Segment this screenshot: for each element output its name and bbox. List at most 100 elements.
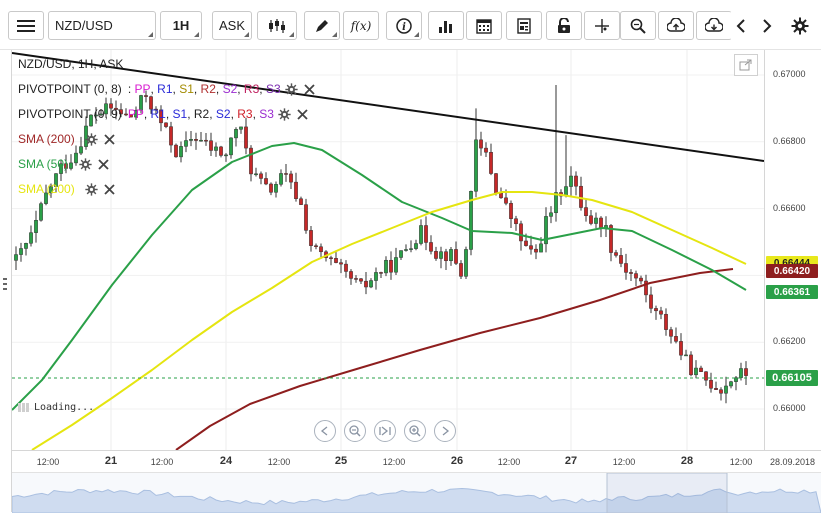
reset-view-button[interactable]: [374, 420, 396, 442]
navigator-area: [11, 472, 821, 514]
loading-bars-icon: [18, 403, 30, 412]
legend-component: S1: [179, 82, 194, 96]
expand-chart-button[interactable]: [734, 54, 758, 76]
cloud-upload-icon: [667, 17, 685, 32]
news-button[interactable]: [506, 11, 542, 40]
candlestick: [714, 381, 718, 390]
timeframe-selector[interactable]: 1H: [160, 11, 202, 40]
price-axis-label: 0.66200: [773, 336, 806, 347]
settings-button[interactable]: [788, 11, 812, 40]
legend-component: ,: [237, 82, 244, 96]
info-button[interactable]: i: [386, 11, 422, 40]
remove-indicator-icon[interactable]: [96, 158, 110, 172]
chart-navigator[interactable]: [11, 472, 821, 514]
candlestick: [239, 126, 243, 134]
remove-indicator-icon[interactable]: [296, 108, 310, 122]
candlestick: [494, 173, 498, 196]
download-button[interactable]: [696, 11, 732, 40]
left-margin: [0, 50, 12, 512]
candlestick: [529, 235, 533, 255]
candlestick: [584, 199, 588, 222]
scroll-forward-button[interactable]: [434, 420, 456, 442]
upload-button[interactable]: [658, 11, 694, 40]
legend-indicator-name[interactable]: PIVOTPOINT (0, 9): [18, 107, 122, 121]
candlestick: [44, 184, 48, 206]
settings-gear-icon[interactable]: [85, 183, 99, 197]
chart-type-button[interactable]: [257, 11, 297, 40]
resize-handle-icon[interactable]: [3, 278, 7, 290]
volume-button[interactable]: [428, 11, 464, 40]
indicator-legend: NZD/USD, 1H, ASK PIVOTPOINT (0, 8): PP, …: [18, 52, 317, 202]
settings-gear-icon[interactable]: [285, 83, 299, 97]
calendar-button[interactable]: [466, 11, 502, 40]
candlestick: [649, 286, 653, 314]
candlestick: [669, 326, 673, 344]
candlestick: [394, 247, 398, 275]
settings-gear-icon[interactable]: [85, 133, 99, 147]
candlestick: [354, 275, 358, 283]
candlestick: [254, 167, 258, 177]
candlestick: [349, 269, 353, 285]
settings-gear-icon[interactable]: [78, 158, 92, 172]
lock-button[interactable]: [546, 11, 582, 40]
candlestick: [564, 135, 568, 198]
settings-gear-icon[interactable]: [278, 108, 292, 122]
navigator-window[interactable]: [606, 472, 728, 514]
draw-tool-button[interactable]: [304, 11, 340, 40]
zoom-out-button[interactable]: [344, 420, 366, 442]
candlestick: [189, 130, 193, 147]
indicators-button[interactable]: f(x): [343, 11, 379, 40]
candlestick: [124, 108, 128, 117]
price-side-selector[interactable]: ASK: [212, 11, 252, 40]
price-side-value: ASK: [218, 18, 245, 33]
candlestick: [344, 260, 348, 278]
time-axis-label: 12:00: [729, 457, 753, 467]
candlestick: [249, 145, 253, 182]
remove-indicator-icon[interactable]: [103, 133, 117, 147]
candlestick: [624, 253, 628, 280]
scroll-back-button[interactable]: [314, 420, 336, 442]
candlestick: [389, 251, 393, 280]
candlestick: [104, 97, 108, 118]
calendar-icon: [476, 18, 492, 34]
symbol-selector[interactable]: NZD/USD: [48, 11, 156, 40]
price-axis: 0.670000.668000.666000.664000.662000.660…: [764, 50, 821, 450]
price-chart[interactable]: [12, 50, 764, 450]
candlestick: [39, 201, 43, 222]
dropdown-corner-icon: [244, 32, 249, 37]
zoom-in-button[interactable]: [404, 420, 426, 442]
legend-indicator-name[interactable]: SMA (200): [18, 132, 75, 146]
candlestick: [329, 255, 333, 266]
candlestick: [79, 136, 83, 155]
candlestick: [64, 154, 68, 174]
legend-indicator-name[interactable]: SMA (200): [18, 182, 75, 196]
legend-component: R2: [200, 82, 216, 96]
time-axis-label: 26: [450, 455, 464, 467]
loading-indicator: Loading...: [18, 402, 94, 413]
crosshair-button[interactable]: [584, 11, 620, 40]
hamburger-icon: [17, 19, 35, 32]
remove-indicator-icon[interactable]: [103, 183, 117, 197]
candlestick: [704, 371, 708, 386]
candlestick: [219, 145, 223, 158]
menu-button[interactable]: [8, 11, 44, 40]
trendline[interactable]: [12, 52, 764, 162]
zoom-tool-button[interactable]: [620, 11, 656, 40]
candlestick: [74, 145, 78, 166]
fit-icon: [379, 426, 391, 436]
legend-component: ,: [143, 107, 151, 121]
candlestick: [384, 256, 388, 277]
legend-indicator-name[interactable]: PIVOTPOINT (0, 8): [18, 82, 122, 96]
scroll-right-button[interactable]: [756, 11, 778, 40]
remove-indicator-icon[interactable]: [303, 83, 317, 97]
candlestick: [319, 243, 323, 259]
candlestick: [619, 247, 623, 268]
candlestick: [589, 209, 593, 226]
legend-component: S2: [215, 107, 231, 121]
legend-indicator-name[interactable]: SMA (50): [18, 157, 69, 171]
triangle-right-icon: [442, 426, 450, 436]
scroll-left-button[interactable]: [730, 11, 752, 40]
dropdown-corner-icon: [148, 32, 153, 37]
legend-component: R2: [193, 107, 210, 121]
candlestick: [269, 182, 273, 196]
